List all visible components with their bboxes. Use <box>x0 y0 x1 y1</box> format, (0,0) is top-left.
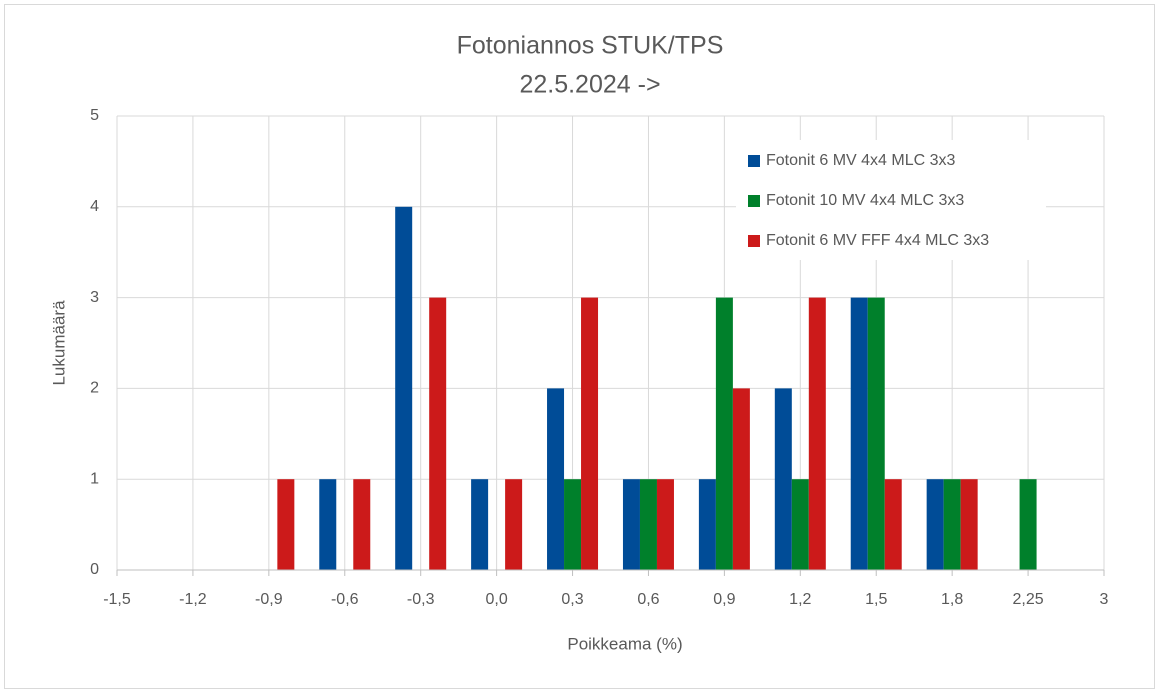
y-axis-label: Lukumäärä <box>49 300 68 386</box>
bar <box>884 479 902 570</box>
x-tick-label: 1,2 <box>789 591 811 608</box>
legend-label: Fotonit 10 MV 4x4 MLC 3x3 <box>766 192 964 209</box>
bar <box>277 479 295 570</box>
chart-frame <box>4 4 1155 689</box>
y-tick-label: 5 <box>90 107 99 124</box>
legend-swatch <box>748 235 760 247</box>
legend-label: Fotonit 6 MV FFF 4x4 MLC 3x3 <box>766 232 989 249</box>
bar <box>547 388 565 570</box>
x-tick-label: 0,3 <box>561 591 583 608</box>
bar <box>505 479 523 570</box>
bar <box>774 388 792 570</box>
legend: Fotonit 6 MV 4x4 MLC 3x3 Fotonit 10 MV 4x… <box>736 140 1046 260</box>
bar <box>926 479 944 570</box>
chart-subtitle: 22.5.2024 -> <box>519 71 660 99</box>
x-tick-label: -0,6 <box>331 591 359 608</box>
bar <box>353 479 371 570</box>
x-axis-label: Poikkeama (%) <box>567 634 682 653</box>
bar <box>395 206 413 571</box>
bar <box>850 297 868 570</box>
bar <box>715 297 733 570</box>
x-tick-label: 1,8 <box>941 591 963 608</box>
y-tick-label: 2 <box>90 380 99 397</box>
bar <box>622 479 640 570</box>
x-tick-label: -1,2 <box>179 591 207 608</box>
x-tick-label: -0,3 <box>407 591 435 608</box>
x-tick-label: 2,25 <box>1013 591 1044 608</box>
bar <box>732 388 750 570</box>
bar <box>639 479 657 570</box>
bar <box>1019 479 1037 570</box>
y-tick-label: 1 <box>90 470 99 487</box>
bar <box>791 479 809 570</box>
bar <box>808 297 826 570</box>
bar <box>698 479 716 570</box>
legend-swatch <box>748 155 760 167</box>
bar <box>867 297 885 570</box>
bar <box>960 479 978 570</box>
y-tick-label: 0 <box>90 561 99 578</box>
chart-title: Fotoniannos STUK/TPS <box>457 32 724 60</box>
x-tick-label: 0,9 <box>713 591 735 608</box>
legend-swatch <box>748 195 760 207</box>
x-tick-label: -0,9 <box>255 591 283 608</box>
bar <box>656 479 674 570</box>
legend-label: Fotonit 6 MV 4x4 MLC 3x3 <box>766 152 956 169</box>
y-tick-label: 3 <box>90 289 99 306</box>
bar <box>564 479 582 570</box>
bar <box>319 479 337 570</box>
bar <box>581 297 599 570</box>
bar <box>471 479 489 570</box>
x-tick-label: 1,5 <box>865 591 887 608</box>
x-tick-label: 0,0 <box>485 591 507 608</box>
x-tick-label: 3 <box>1100 591 1109 608</box>
x-tick-label: 0,6 <box>637 591 659 608</box>
legend-box <box>736 140 1046 260</box>
bar <box>429 297 447 570</box>
x-tick-label: -1,5 <box>103 591 131 608</box>
bar <box>943 479 961 570</box>
y-tick-label: 4 <box>90 198 99 215</box>
